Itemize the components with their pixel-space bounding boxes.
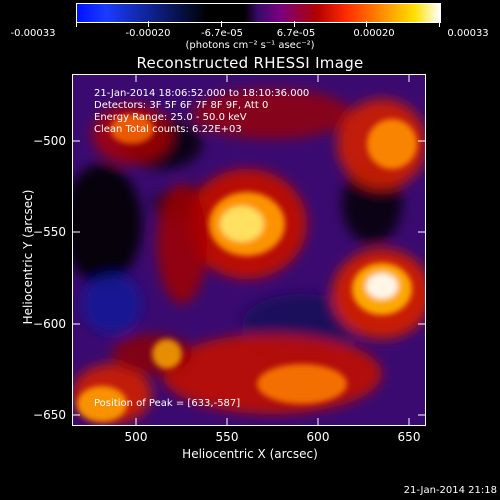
- x-tick-label: 600: [306, 430, 330, 444]
- plot-title: Reconstructed RHESSI Image: [136, 54, 364, 72]
- colorbar-tick-label: 6.7e-05: [276, 28, 316, 39]
- colorbar-tick-label: -6.7e-05: [201, 28, 243, 39]
- energy-range-label: Energy Range: 25.0 - 50.0 keV: [94, 112, 247, 123]
- y-tick-label: −650: [33, 408, 66, 422]
- colorbar: [76, 3, 441, 23]
- peak-position-label: Position of Peak = [633,-587]: [94, 398, 241, 409]
- colorbar-tick-label: -0.00020: [125, 28, 171, 39]
- colorbar-tick-label: 0.00020: [353, 28, 395, 39]
- rhessi-image: [72, 74, 426, 426]
- colorbar-tick-marks: [76, 21, 441, 27]
- y-tick-label: −600: [33, 317, 66, 331]
- x-tick-label: 550: [215, 430, 239, 444]
- x-axis-label: Heliocentric X (arcsec): [182, 447, 318, 461]
- colorbar-tick-label: -0.00033: [10, 28, 56, 39]
- colorbar-unit-label: (photons cm⁻² s⁻¹ asec⁻²): [185, 40, 315, 51]
- y-tick-label: −550: [33, 225, 66, 239]
- detectors-label: Detectors: 3F 5F 6F 7F 8F 9F, Att 0: [94, 100, 269, 111]
- colorbar-tick-label: 0.00033: [447, 28, 489, 39]
- y-axis-label: Heliocentric Y (arcsec): [21, 189, 35, 325]
- clean-counts-label: Clean Total counts: 6.22E+03: [94, 124, 242, 135]
- y-tick-label: −500: [33, 134, 66, 148]
- time-range-label: 21-Jan-2014 18:06:52.000 to 18:10:36.000: [94, 88, 310, 99]
- x-tick-label: 500: [124, 430, 148, 444]
- x-tick-label: 650: [397, 430, 421, 444]
- footer-timestamp: 21-Jan-2014 21:18: [403, 485, 497, 496]
